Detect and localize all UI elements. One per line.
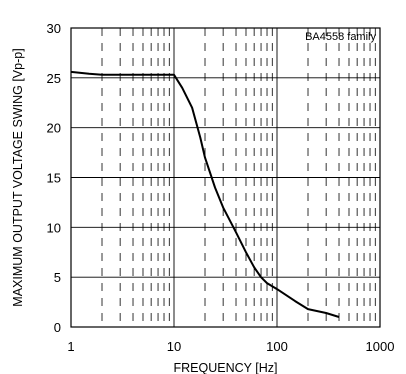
series-layer [70, 70, 340, 318]
grid [70, 27, 381, 328]
x-tick-label: 100 [266, 339, 288, 354]
x-tick-label: 1 [67, 339, 74, 354]
x-tick-label: 1000 [366, 339, 395, 354]
chart-annotation: BA4558 family [305, 31, 376, 43]
x-tick-label: 10 [167, 339, 181, 354]
y-tick-label: 15 [47, 171, 61, 186]
y-tick-label: 10 [47, 220, 61, 235]
series-line [70, 70, 340, 318]
plot-frame [70, 27, 381, 328]
y-tick-label: 25 [47, 71, 61, 86]
y-axis-title: MAXIMUM OUTPUT VOLTAGE SWING [Vp-p] [11, 48, 25, 306]
x-axis-title: FREQUENCY [Hz] [174, 361, 278, 374]
tick-labels: 1 10 100 1000 0 5 10 15 20 25 30 [47, 21, 395, 354]
y-tick-label: 5 [54, 270, 61, 285]
y-tick-label: 30 [47, 21, 61, 36]
y-tick-label: 20 [47, 121, 61, 136]
y-tick-label: 0 [54, 320, 61, 335]
